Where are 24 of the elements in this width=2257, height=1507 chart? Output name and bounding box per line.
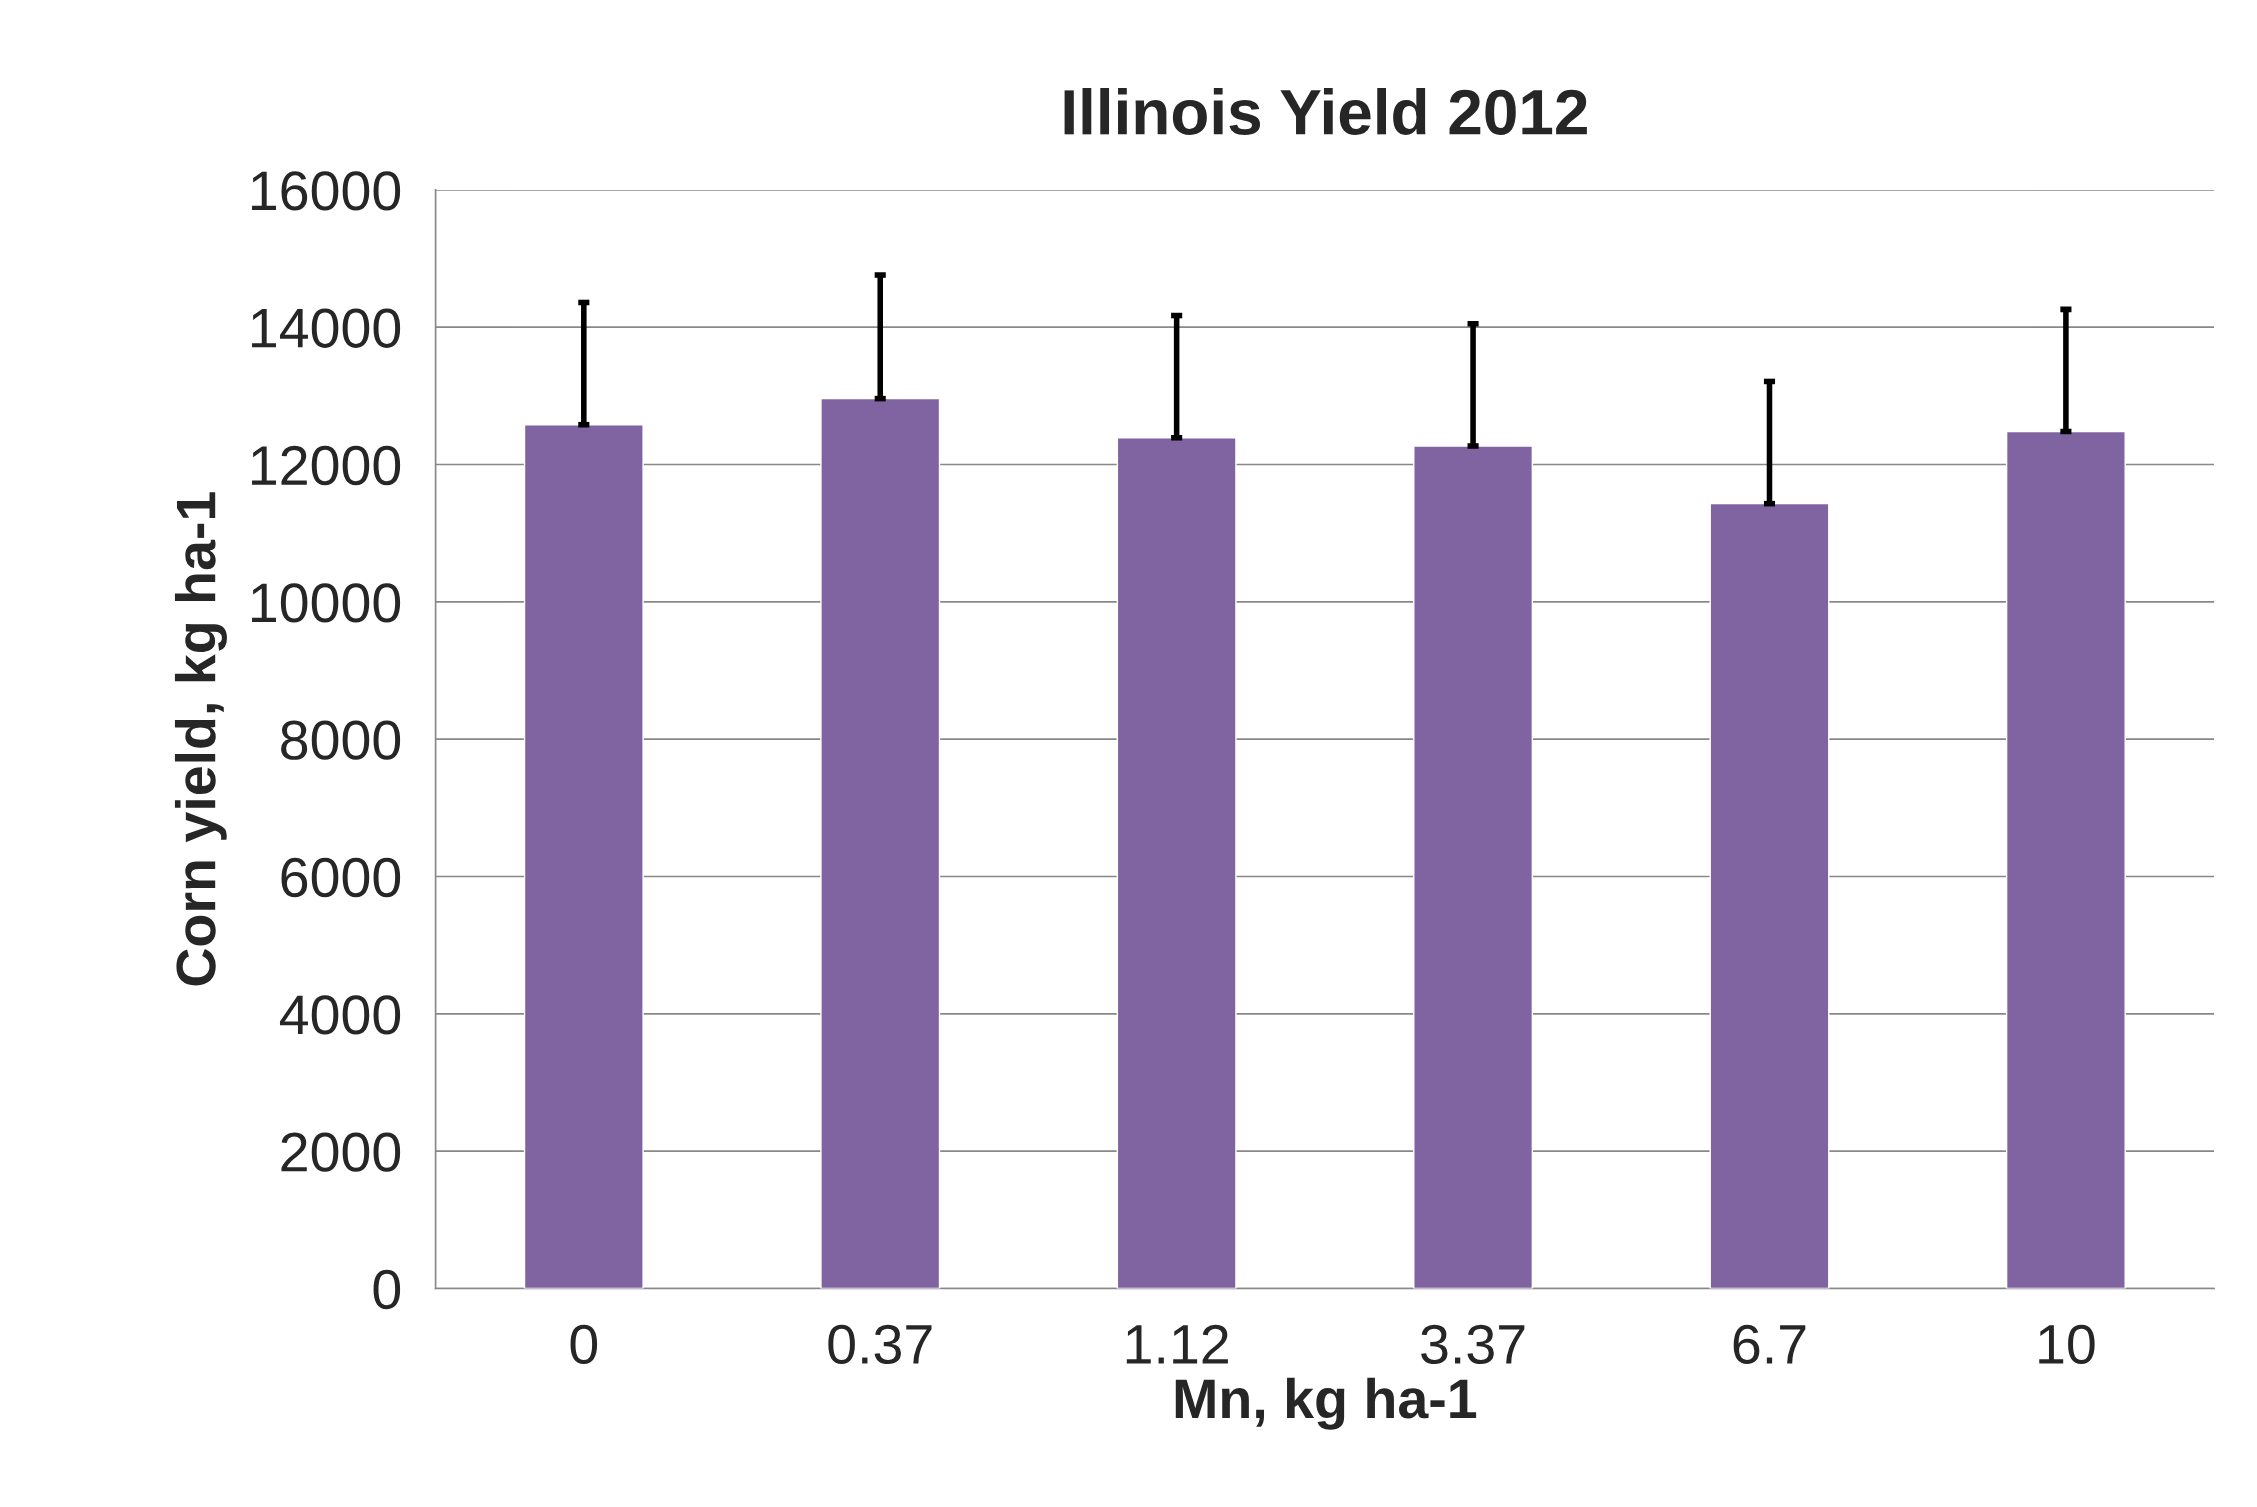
chart-title: Illinois Yield 2012 bbox=[1064, 88, 1587, 135]
y-tick-label: 14000 bbox=[252, 308, 401, 348]
y-tick-label: 6000 bbox=[281, 857, 401, 898]
bar bbox=[1116, 437, 1237, 1289]
bar bbox=[820, 397, 941, 1289]
y-tick-label: 8000 bbox=[281, 720, 401, 760]
bar bbox=[1709, 502, 1830, 1289]
x-tick-label: 10 bbox=[2039, 1324, 2095, 1365]
y-tick-label: 10000 bbox=[252, 583, 401, 623]
y-tick-label: 12000 bbox=[252, 445, 401, 486]
y-tick-label: 16000 bbox=[252, 171, 401, 211]
x-tick-label: 6.7 bbox=[1733, 1324, 1806, 1365]
y-tick-label: 4000 bbox=[279, 995, 401, 1035]
x-tick-label: 0.37 bbox=[828, 1324, 932, 1365]
y-tick-label: 2000 bbox=[281, 1132, 401, 1172]
y-tick-label: 0 bbox=[373, 1269, 401, 1310]
x-axis-title: Mn, kg ha-1 bbox=[1175, 1377, 1477, 1430]
x-tick-label: 3.37 bbox=[1421, 1324, 1525, 1365]
x-tick-label: 1.12 bbox=[1126, 1324, 1228, 1364]
bar bbox=[2005, 430, 2126, 1289]
x-tick-label: 0 bbox=[570, 1324, 598, 1365]
bar bbox=[523, 424, 644, 1289]
bar bbox=[1413, 445, 1534, 1289]
y-axis-title: Corn yield, kg ha-1 bbox=[174, 492, 227, 986]
